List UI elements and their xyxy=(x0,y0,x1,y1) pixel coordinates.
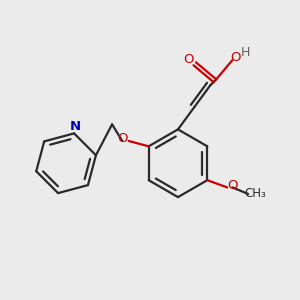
Text: CH₃: CH₃ xyxy=(244,188,266,200)
Text: H: H xyxy=(241,46,250,59)
Text: O: O xyxy=(231,51,241,64)
Text: N: N xyxy=(70,120,81,134)
Text: O: O xyxy=(117,131,128,145)
Text: O: O xyxy=(183,53,194,66)
Text: O: O xyxy=(227,179,238,193)
